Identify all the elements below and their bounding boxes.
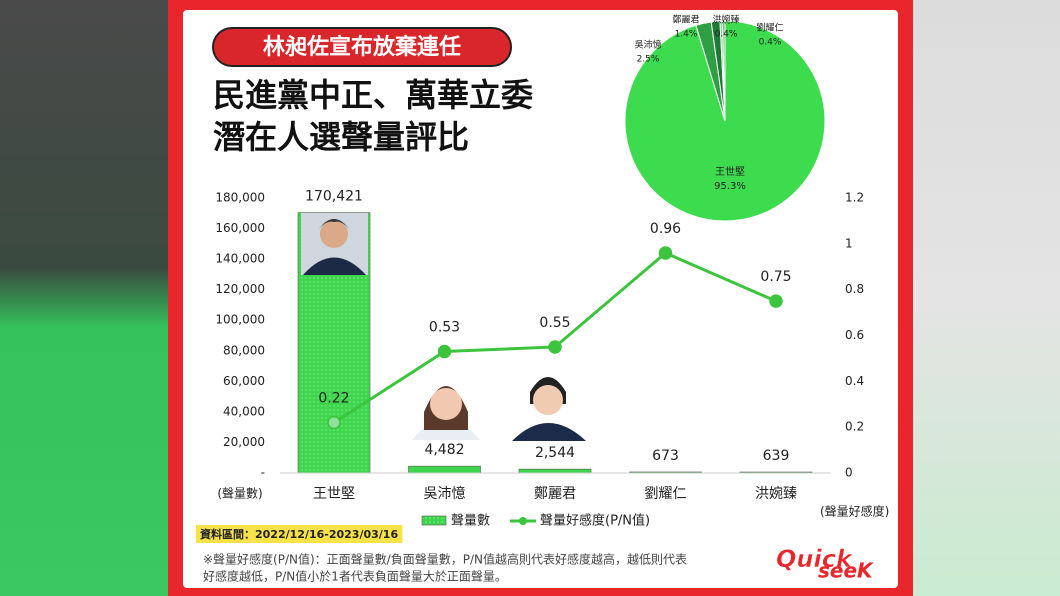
y-tick-label: 80,000 — [223, 343, 265, 357]
y-tick-label: 120,000 — [215, 282, 265, 296]
x-tick-label: 王世堅 — [313, 486, 355, 502]
x-tick-label: 吳沛憶 — [424, 486, 466, 502]
pie-label: 鄭麗君 — [672, 14, 699, 26]
y2-tick-label: 0.6 — [845, 328, 864, 342]
line-value-label: 0.75 — [760, 269, 791, 285]
bar-value-label: 2,544 — [535, 445, 575, 461]
logo: Quick — [776, 545, 854, 573]
legend-label: 聲量數 — [451, 513, 490, 529]
legend-swatch — [421, 515, 447, 526]
background — [0, 0, 168, 596]
x-tick-label: 劉耀仁 — [645, 486, 687, 502]
badge: 林昶佐宣布放棄連任 — [263, 34, 461, 60]
source: 資料區間：2022/12/16-2023/03/16 — [200, 527, 398, 541]
y-tick-label: 20,000 — [223, 435, 265, 449]
y-tick-label: - — [261, 466, 265, 480]
line-value-label: 0.22 — [318, 391, 349, 407]
pie-value-label: 2.5% — [637, 55, 660, 65]
note: ※聲量好感度(P/N值)：正面聲量數/負面聲量數，P/N值越高則代表好感度越高，… — [203, 552, 687, 567]
pie-label: 吳沛憶 — [634, 39, 661, 51]
line-marker — [769, 294, 783, 308]
y-tick-label: 140,000 — [215, 252, 265, 266]
line-value-label: 0.55 — [539, 315, 570, 331]
y2-tick-label: 0 — [845, 466, 853, 480]
photo — [301, 213, 368, 275]
y-axis-label: (聲量數) — [217, 486, 262, 501]
y2-tick-label: 1 — [845, 236, 853, 250]
pie-label: 洪婉臻 — [712, 14, 739, 26]
y2-tick-label: 0.2 — [845, 420, 864, 434]
photo — [412, 386, 480, 440]
bar-value-label: 639 — [763, 448, 790, 464]
line-value-label: 0.96 — [650, 221, 681, 237]
logo: seeK — [818, 559, 874, 583]
y-tick-label: 60,000 — [223, 374, 265, 388]
heading: 民進黨中正、萬華立委 — [213, 76, 533, 114]
bar — [518, 468, 592, 474]
y-tick-label: 40,000 — [223, 404, 265, 418]
y2-axis-label: (聲量好感度) — [820, 504, 889, 519]
pie-value-label: 95.3% — [714, 181, 746, 192]
y2-tick-label: 1.2 — [845, 191, 864, 205]
bar-value-label: 4,482 — [424, 442, 464, 458]
pie-value-label: 0.4% — [759, 38, 782, 48]
pie-label: 劉耀仁 — [756, 22, 783, 34]
x-tick-label: 鄭麗君 — [534, 486, 576, 502]
photo — [512, 377, 586, 441]
line-marker — [437, 344, 452, 359]
bar-value-label: 673 — [652, 448, 679, 464]
y2-tick-label: 0.8 — [845, 282, 864, 296]
line-marker — [658, 246, 673, 260]
x-tick-label: 洪婉臻 — [755, 486, 797, 502]
pie-slice — [721, 20, 726, 122]
legend-label: 聲量好感度(P/N值) — [540, 513, 650, 529]
line-marker — [548, 340, 562, 354]
pie-label: 王世堅 — [715, 166, 745, 178]
y-tick-label: 180,000 — [215, 191, 265, 205]
legend-swatch — [519, 517, 527, 525]
source-bg — [196, 525, 403, 543]
note: 好感度越低，P/N值小於1者代表負面聲量大於正面聲量。 — [203, 569, 507, 584]
bar-value-label: 170,421 — [305, 189, 363, 205]
pie-value-label: 0.4% — [715, 30, 738, 40]
line-marker — [327, 415, 341, 430]
y-tick-label: 100,000 — [215, 313, 265, 327]
heading: 潛在人選聲量評比 — [213, 118, 469, 156]
y-tick-label: 160,000 — [215, 221, 265, 235]
line-value-label: 0.53 — [429, 320, 460, 336]
bar — [408, 465, 481, 474]
background — [913, 0, 1060, 596]
y2-tick-label: 0.4 — [845, 374, 864, 388]
pie-value-label: 1.4% — [675, 30, 698, 40]
badge-bg — [212, 27, 512, 67]
